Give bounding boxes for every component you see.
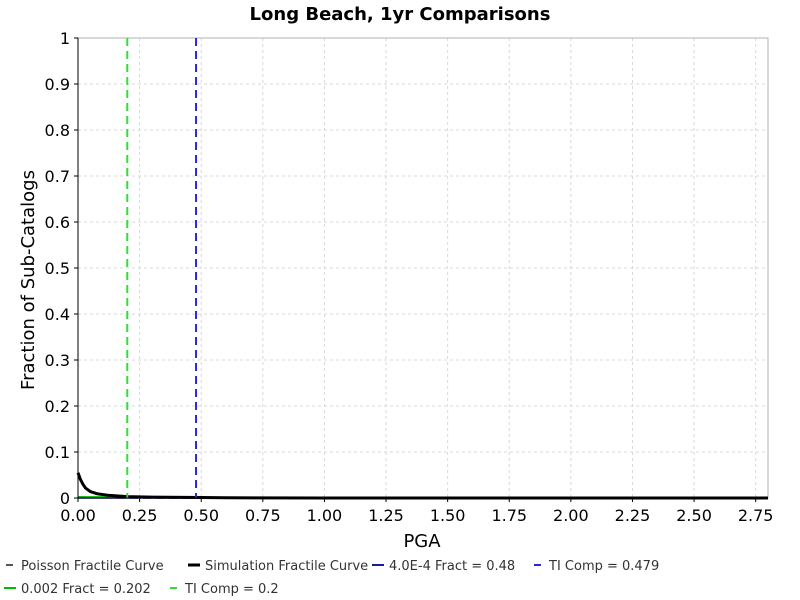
y-tick-label: 0.1 [45,443,70,462]
y-tick-label: 0.9 [45,75,70,94]
legend-item: TI Comp = 0.479 [534,559,659,574]
x-tick-label: 2.50 [676,506,712,525]
x-tick-label: 1.00 [307,506,343,525]
legend-label: 0.002 Fract = 0.202 [21,582,151,597]
chart-title: Long Beach, 1yr Comparisons [250,4,551,25]
x-tick-label: 0.25 [122,506,158,525]
legend-label: 4.0E-4 Fract = 0.48 [389,559,515,574]
x-tick-label: 0.75 [245,506,281,525]
legend-label: Simulation Fractile Curve [205,559,368,574]
legend-item: Poisson Fractile Curve [6,559,164,574]
y-axis-label: Fraction of Sub-Catalogs [18,170,39,390]
y-tick-label: 0.2 [45,397,70,416]
x-tick-label: 0.50 [183,506,219,525]
y-tick-label: 0.4 [45,305,70,324]
x-tick-label: 2.25 [615,506,651,525]
legend-item: 0.002 Fract = 0.202 [4,582,151,597]
legend-label: TI Comp = 0.2 [184,582,279,597]
y-tick-label: 0 [60,489,70,508]
y-tick-label: 0.6 [45,213,70,232]
grid [77,37,768,499]
y-tick-label: 1 [60,29,70,48]
x-tick-label: 2.75 [738,506,774,525]
legend-item: Simulation Fractile Curve [188,559,368,574]
x-tick-label: 1.50 [430,506,466,525]
legend: Poisson Fractile Curve Simulation Fractil… [4,559,659,597]
legend-item: 4.0E-4 Fract = 0.48 [372,559,515,574]
legend-label: TI Comp = 0.479 [548,559,659,574]
x-tick-label: 2.00 [553,506,589,525]
series-1 [76,472,768,500]
x-tick-label: 1.75 [491,506,527,525]
y-tick-label: 0.7 [45,167,70,186]
y-tick-label: 0.3 [45,351,70,370]
y-tick-label: 0.5 [45,259,70,278]
x-axis-label: PGA [403,531,441,552]
tick-labels: 0.00 0.25 0.50 0.75 1.00 1.25 1.50 1.75 2.00 2.25… [45,29,774,525]
legend-item: TI Comp = 0.2 [170,582,279,597]
axes [74,37,768,502]
y-tick-label: 0.8 [45,121,70,140]
legend-label: Poisson Fractile Curve [21,559,164,574]
x-tick-label: 1.25 [368,506,404,525]
x-tick-label: 0.00 [60,506,96,525]
